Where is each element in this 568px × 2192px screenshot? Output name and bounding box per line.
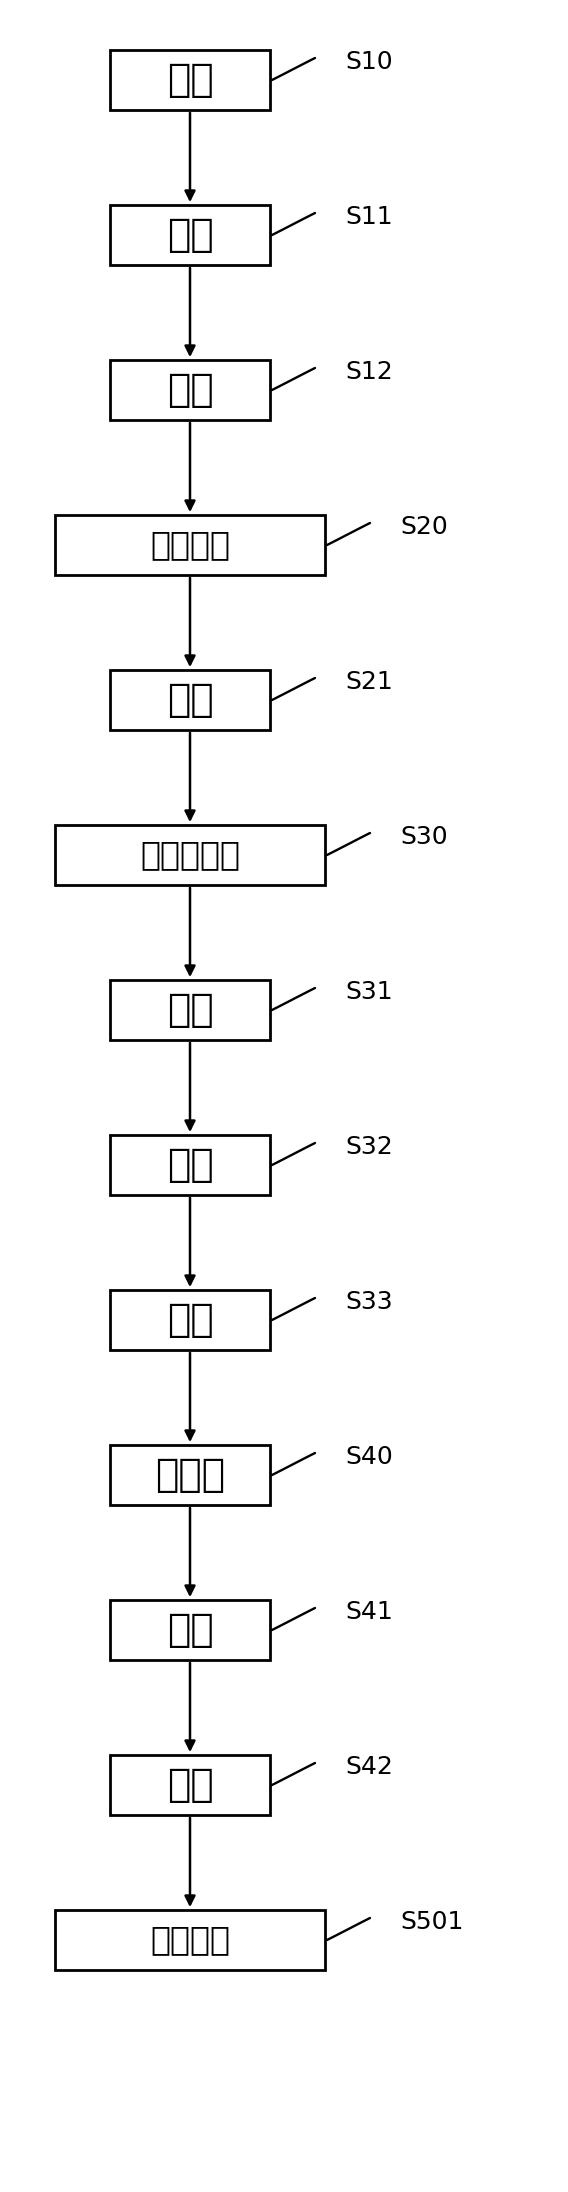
Text: S501: S501: [400, 1909, 463, 1933]
Text: S30: S30: [400, 824, 448, 848]
Text: 向外输送: 向外输送: [150, 1925, 230, 1957]
Text: 水洗: 水洗: [166, 370, 214, 410]
Bar: [110, 671, 270, 730]
Text: 除油: 除油: [166, 217, 214, 254]
Text: 水洗: 水洗: [166, 1302, 214, 1339]
Text: 酸洗: 酸洗: [166, 1146, 214, 1184]
Bar: [55, 515, 325, 574]
Bar: [110, 50, 270, 110]
Text: S12: S12: [345, 359, 392, 384]
Bar: [110, 1291, 270, 1350]
Text: 水洗: 水洗: [166, 991, 214, 1028]
Bar: [110, 980, 270, 1039]
Text: 施放: 施放: [166, 61, 214, 99]
Bar: [110, 359, 270, 421]
Text: S10: S10: [345, 50, 392, 75]
Text: S11: S11: [345, 206, 392, 228]
Text: S31: S31: [345, 980, 392, 1004]
Text: 水洗: 水洗: [166, 682, 214, 719]
Text: S33: S33: [345, 1291, 392, 1313]
Bar: [110, 1600, 270, 1659]
Text: 水洗: 水洗: [166, 1611, 214, 1648]
Text: S41: S41: [345, 1600, 392, 1624]
Text: 酸液电蚀刻: 酸液电蚀刻: [140, 840, 240, 872]
Text: 后处理: 后处理: [155, 1455, 225, 1495]
Text: 烘干: 烘干: [166, 1767, 214, 1804]
Bar: [110, 1756, 270, 1815]
Bar: [110, 1135, 270, 1195]
Text: S32: S32: [345, 1135, 392, 1160]
Text: S40: S40: [345, 1445, 392, 1469]
Text: S20: S20: [400, 515, 448, 539]
Text: 激光开孔: 激光开孔: [150, 528, 230, 561]
Bar: [55, 824, 325, 886]
Bar: [110, 1445, 270, 1506]
Text: S42: S42: [345, 1756, 393, 1780]
Bar: [55, 1909, 325, 1971]
Text: S21: S21: [345, 671, 392, 695]
Bar: [110, 206, 270, 265]
